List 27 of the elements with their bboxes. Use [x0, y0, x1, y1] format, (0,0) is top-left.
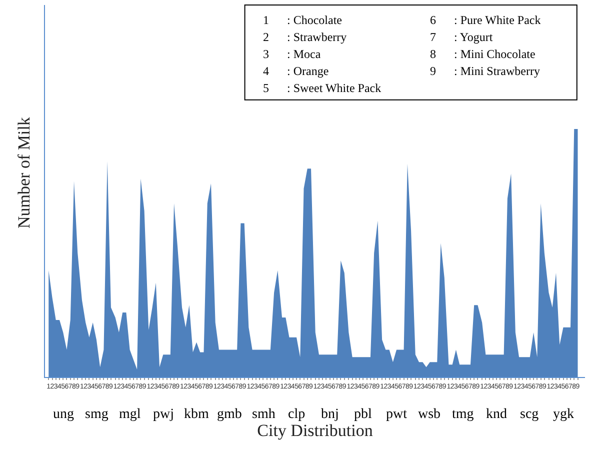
text: 9 : Mini Strawberry	[430, 64, 540, 78]
text: pwt	[386, 407, 408, 422]
text: mgl	[119, 407, 141, 422]
text: 4 : Orange	[263, 64, 329, 78]
text: ygk	[553, 407, 574, 422]
text: gmb	[217, 407, 242, 422]
text: 7 : Yogurt	[430, 30, 494, 44]
x-axis-title: City Distribution	[257, 420, 374, 440]
text: knd	[486, 407, 507, 422]
text: pbl	[354, 407, 372, 422]
text: pwj	[153, 407, 174, 422]
text: 3 : Moca	[263, 47, 322, 61]
text: 8 : Mini Chocolate	[430, 47, 536, 61]
text: scg	[520, 407, 539, 422]
text: clp	[288, 407, 306, 422]
text: smg	[85, 407, 108, 422]
text: 2 : Strawberry	[263, 30, 347, 44]
text: kbm	[184, 407, 209, 422]
text: 1 : Chocolate	[263, 13, 342, 27]
text: 6 : Pure White Pack	[430, 13, 541, 27]
y-axis-title: Number of Milk	[14, 116, 34, 228]
text: wsb	[418, 407, 441, 422]
text: 5 : Sweet White Pack	[263, 81, 382, 95]
text: bnj	[321, 407, 339, 422]
text: smh	[252, 407, 276, 422]
text: tmg	[452, 407, 474, 422]
text: ung	[53, 407, 74, 422]
